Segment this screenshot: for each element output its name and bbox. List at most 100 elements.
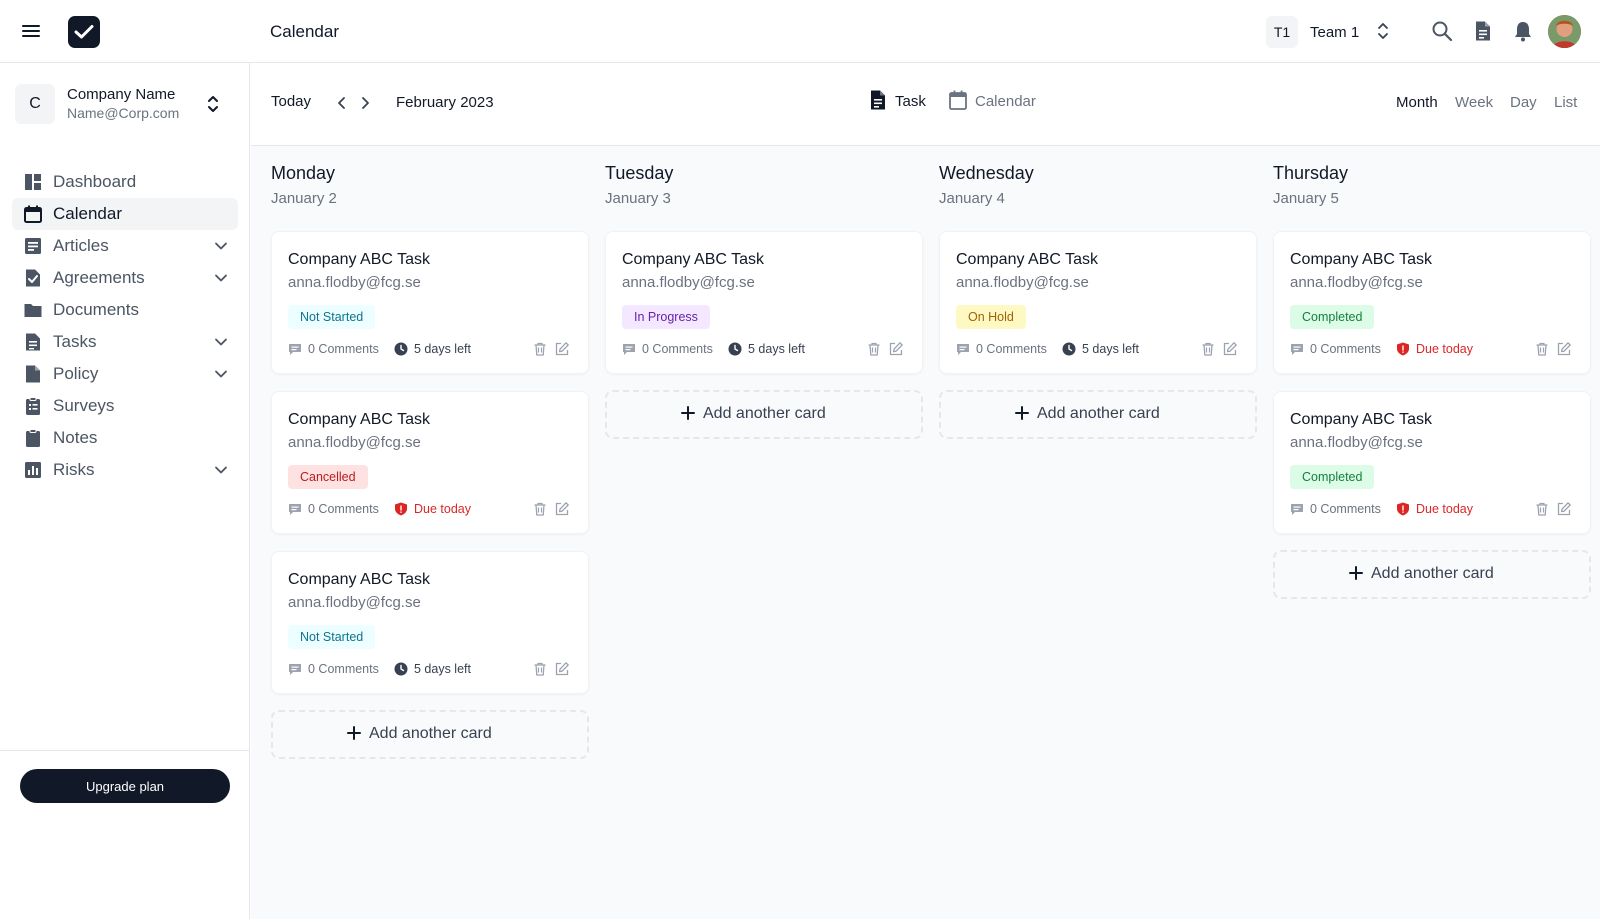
- sidebar-item-calendar[interactable]: Calendar: [12, 198, 238, 230]
- task-card[interactable]: Company ABC Task anna.flodby@fcg.se Not St…: [271, 551, 589, 694]
- deadline-text: Due today: [1416, 342, 1473, 356]
- add-card-button[interactable]: Add another card: [271, 710, 589, 759]
- task-card[interactable]: Company ABC Task anna.flodby@fcg.se Comple…: [1273, 231, 1591, 374]
- comments-count[interactable]: 0 Comments: [976, 342, 1047, 356]
- company-name: Company Name: [67, 86, 176, 103]
- status-badge: On Hold: [956, 305, 1026, 329]
- column-day: Thursday: [1273, 163, 1349, 183]
- task-title: Company ABC Task: [622, 251, 764, 268]
- trash-icon[interactable]: [866, 341, 882, 357]
- task-assignee-email: anna.flodby@fcg.se: [288, 274, 421, 291]
- app-logo[interactable]: [68, 16, 100, 48]
- chevron-down-icon[interactable]: [214, 335, 228, 349]
- trash-icon[interactable]: [1200, 341, 1216, 357]
- sidebar-item-agreements[interactable]: Agreements: [12, 262, 238, 294]
- add-card-button[interactable]: Add another card: [605, 390, 923, 439]
- edit-icon[interactable]: [554, 501, 570, 517]
- trash-icon[interactable]: [532, 661, 548, 677]
- search-icon[interactable]: [1431, 20, 1453, 42]
- team-name[interactable]: Team 1: [1310, 24, 1360, 41]
- status-badge: Completed: [1290, 465, 1375, 489]
- task-card[interactable]: Company ABC Task anna.flodby@fcg.se Cancel…: [271, 391, 589, 534]
- tab-list[interactable]: List: [1554, 94, 1578, 111]
- comments-count[interactable]: 0 Comments: [308, 502, 379, 516]
- edit-icon[interactable]: [1556, 501, 1572, 517]
- sidebar-item-label: Agreements: [53, 268, 145, 287]
- chevron-down-icon[interactable]: [214, 239, 228, 253]
- chevron-down-icon[interactable]: [214, 367, 228, 381]
- sidebar-item-label: Calendar: [53, 204, 122, 223]
- status-badge: Not Started: [288, 305, 376, 329]
- tab-month[interactable]: Month: [1396, 94, 1438, 111]
- tab-week[interactable]: Week: [1455, 94, 1494, 111]
- add-card-label: Add another card: [1037, 405, 1160, 422]
- task-assignee-email: anna.flodby@fcg.se: [288, 594, 421, 611]
- chevron-up-down-icon[interactable]: [1376, 20, 1390, 42]
- sidebar-item-label: Surveys: [53, 396, 115, 415]
- column-date: January 3: [605, 190, 671, 207]
- sidebar-item-articles[interactable]: Articles: [12, 230, 238, 262]
- avatar[interactable]: [1548, 15, 1581, 48]
- task-card[interactable]: Company ABC Task anna.flodby@fcg.se Not St…: [271, 231, 589, 374]
- task-card[interactable]: Company ABC Task anna.flodby@fcg.se In Pro…: [605, 231, 923, 374]
- comments-count[interactable]: 0 Comments: [308, 662, 379, 676]
- comment-icon: [289, 504, 301, 515]
- user-avatar-icon: [1548, 15, 1581, 48]
- document-icon[interactable]: [1472, 20, 1494, 42]
- task-title: Company ABC Task: [1290, 251, 1432, 268]
- surveys-icon: [26, 397, 40, 415]
- sidebar-item-policy[interactable]: Policy: [12, 358, 238, 390]
- clock-icon: [394, 662, 408, 676]
- team-badge[interactable]: T1: [1266, 16, 1298, 48]
- trash-icon[interactable]: [1534, 341, 1550, 357]
- chevron-down-icon[interactable]: [214, 271, 228, 285]
- chevron-right-icon[interactable]: [358, 95, 372, 111]
- task-title: Company ABC Task: [288, 411, 430, 428]
- clock-icon: [394, 342, 408, 356]
- edit-icon[interactable]: [1556, 341, 1572, 357]
- bell-icon[interactable]: [1512, 20, 1534, 42]
- calendar-board: Monday January 2 Company ABC Task anna.flod…: [251, 146, 1600, 919]
- add-card-button[interactable]: Add another card: [939, 390, 1257, 439]
- upgrade-plan-button[interactable]: Upgrade plan: [20, 769, 230, 803]
- trash-icon[interactable]: [532, 341, 548, 357]
- chevron-down-icon[interactable]: [214, 463, 228, 477]
- sidebar-item-notes[interactable]: Notes: [12, 422, 238, 454]
- status-badge: Completed: [1290, 305, 1375, 329]
- comments-count[interactable]: 0 Comments: [1310, 502, 1381, 516]
- comments-count[interactable]: 0 Comments: [308, 342, 379, 356]
- deadline-text: 5 days left: [414, 662, 471, 676]
- agreements-icon: [26, 269, 40, 287]
- chevron-left-icon[interactable]: [335, 95, 349, 111]
- edit-icon[interactable]: [554, 341, 570, 357]
- trash-icon[interactable]: [532, 501, 548, 517]
- task-card[interactable]: Company ABC Task anna.flodby@fcg.se On Hol…: [939, 231, 1257, 374]
- sidebar-item-tasks[interactable]: Tasks: [12, 326, 238, 358]
- page-title: Calendar: [270, 22, 339, 41]
- menu-icon[interactable]: [22, 22, 42, 40]
- plus-icon: [681, 406, 695, 420]
- add-card-button[interactable]: Add another card: [1273, 550, 1591, 599]
- company-switcher[interactable]: C Company Name Name@Corp.com: [15, 84, 237, 124]
- sidebar-item-dashboard[interactable]: Dashboard: [12, 166, 238, 198]
- trash-icon[interactable]: [1534, 501, 1550, 517]
- edit-icon[interactable]: [1222, 341, 1238, 357]
- task-title: Company ABC Task: [956, 251, 1098, 268]
- alert-shield-icon: [1397, 502, 1409, 516]
- sidebar-item-surveys[interactable]: Surveys: [12, 390, 238, 422]
- sidebar-divider: [0, 750, 250, 751]
- edit-icon[interactable]: [554, 661, 570, 677]
- notes-icon: [26, 429, 40, 447]
- plus-icon: [1349, 566, 1363, 580]
- comments-count[interactable]: 0 Comments: [642, 342, 713, 356]
- task-card[interactable]: Company ABC Task anna.flodby@fcg.se Comple…: [1273, 391, 1591, 534]
- column-day: Monday: [271, 163, 336, 183]
- sidebar-item-risks[interactable]: Risks: [12, 454, 238, 486]
- sidebar-item-documents[interactable]: Documents: [12, 294, 238, 326]
- chevron-up-down-icon: [208, 96, 218, 112]
- comments-count[interactable]: 0 Comments: [1310, 342, 1381, 356]
- edit-icon[interactable]: [888, 341, 904, 357]
- tab-day[interactable]: Day: [1510, 94, 1537, 111]
- task-assignee-email: anna.flodby@fcg.se: [1290, 434, 1423, 451]
- today-button[interactable]: Today: [271, 93, 312, 110]
